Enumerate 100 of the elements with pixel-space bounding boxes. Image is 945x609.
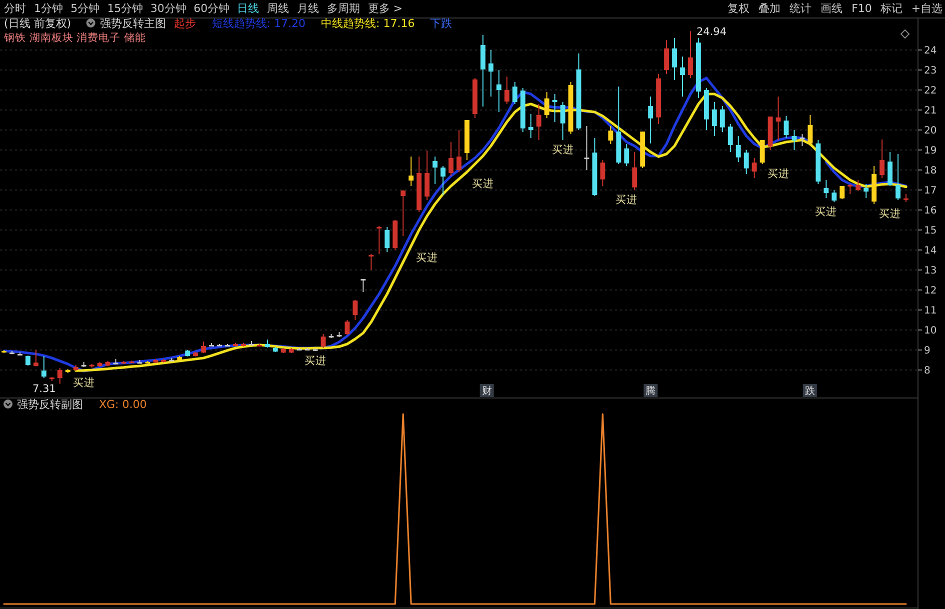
annotation: 买进: [472, 177, 494, 190]
text: 中线趋势线: 17.16: [321, 17, 415, 30]
y-tick-label: 21: [924, 106, 937, 116]
candlestick: [384, 226, 390, 252]
text: 月线: [296, 2, 319, 15]
candlestick: [800, 134, 805, 146]
annotation: 买进: [616, 193, 638, 206]
y-tick-label: 10: [924, 326, 937, 336]
candlestick: [360, 278, 366, 292]
candlestick: [856, 180, 861, 192]
candlestick: [560, 102, 566, 140]
candlestick: [536, 104, 542, 140]
candlestick: [528, 114, 534, 138]
annotation: 起步: [174, 17, 196, 30]
text: 日线: [236, 2, 259, 15]
candlestick: [760, 140, 765, 164]
y-tick-label: 14: [924, 246, 937, 256]
candlestick: [744, 150, 749, 174]
y-tick-label: 22: [924, 86, 937, 96]
candlestick: [608, 126, 614, 144]
candlestick: [25, 355, 30, 366]
text: 画线: [820, 2, 843, 15]
candlestick: [488, 50, 494, 98]
y-tick-label: 8: [924, 366, 930, 376]
candlestick: [848, 184, 853, 194]
candlestick: [808, 114, 813, 146]
annotation: 跌: [804, 385, 815, 397]
candlestick: [201, 341, 206, 354]
y-tick-label: 19: [924, 146, 937, 156]
text: +自选: [911, 2, 943, 15]
chart-title: 强势反转副图: [17, 398, 83, 411]
candlestick: [41, 356, 46, 378]
candlestick: [432, 156, 438, 184]
text: 30分钟: [150, 2, 186, 15]
candlestick: [672, 38, 677, 80]
candlestick: [57, 368, 62, 384]
candlestick: [400, 190, 406, 236]
candlestick: [784, 116, 789, 138]
candlestick: [664, 40, 670, 74]
annotation: 钢铁 湖南板块 消费电子 储能: [3, 31, 146, 44]
text: 短线趋势线: 17.20: [212, 17, 306, 30]
text: 分时: [4, 2, 26, 15]
annotation: 买进: [416, 251, 438, 264]
candlestick: [888, 152, 893, 186]
annotation: 买进: [879, 207, 902, 220]
y-tick-label: 23: [924, 66, 937, 76]
candlestick: [320, 334, 326, 348]
candlestick: [624, 144, 630, 166]
candlestick: [752, 158, 757, 178]
text: 更多 >: [368, 2, 403, 15]
candlestick: [504, 76, 510, 104]
candlestick: [552, 94, 558, 122]
text: 1分钟: [34, 2, 63, 15]
text: 标记: [879, 2, 902, 15]
annotation: 买进: [767, 167, 790, 180]
candlestick: [352, 300, 358, 320]
annotation: 买进: [815, 205, 838, 218]
candlestick: [456, 130, 462, 172]
y-tick-label: 16: [924, 206, 937, 216]
annotation: 腾: [646, 385, 656, 397]
candlestick: [712, 102, 717, 136]
text: 5分钟: [70, 2, 100, 15]
y-tick-label: 12: [924, 286, 937, 296]
candlestick: [680, 56, 685, 98]
candlestick: [648, 96, 654, 144]
chart-title: 强势反转主图: [100, 17, 166, 30]
candlestick: [880, 138, 885, 178]
candlestick: [512, 82, 518, 104]
y-tick-label: 11: [924, 306, 937, 316]
text: 周线: [266, 2, 289, 15]
y-tick-label: 24: [924, 46, 937, 56]
y-tick-label: 13: [924, 266, 937, 276]
candlestick: [720, 106, 725, 132]
text: 多周期: [326, 2, 360, 15]
candlestick: [600, 160, 606, 186]
candlestick: [33, 350, 38, 367]
candlestick: [440, 166, 446, 196]
annotation: 买进: [552, 143, 574, 156]
annotation: 24.94: [696, 26, 727, 38]
chart-subtitle: (日线 前复权): [4, 17, 72, 30]
y-tick-label: 15: [924, 226, 937, 236]
candlestick: [776, 96, 781, 140]
candlestick: [408, 156, 414, 186]
annotation: 7.31: [32, 382, 56, 395]
text: 60分钟: [194, 2, 230, 15]
y-tick-label: 9: [924, 346, 930, 356]
y-tick-label: 20: [924, 126, 937, 136]
text: 统计: [790, 2, 812, 15]
candlestick: [496, 70, 502, 112]
candlestick: [424, 150, 430, 200]
candlestick: [544, 92, 550, 118]
candlestick: [728, 124, 733, 152]
text: 15分钟: [107, 2, 144, 15]
text: 复权: [728, 2, 750, 15]
candlestick: [376, 226, 382, 254]
candlestick: [632, 152, 638, 190]
candlestick: [584, 126, 590, 170]
annotation: 买进: [72, 376, 95, 389]
text: 叠加: [758, 2, 781, 15]
candlestick: [736, 136, 741, 162]
